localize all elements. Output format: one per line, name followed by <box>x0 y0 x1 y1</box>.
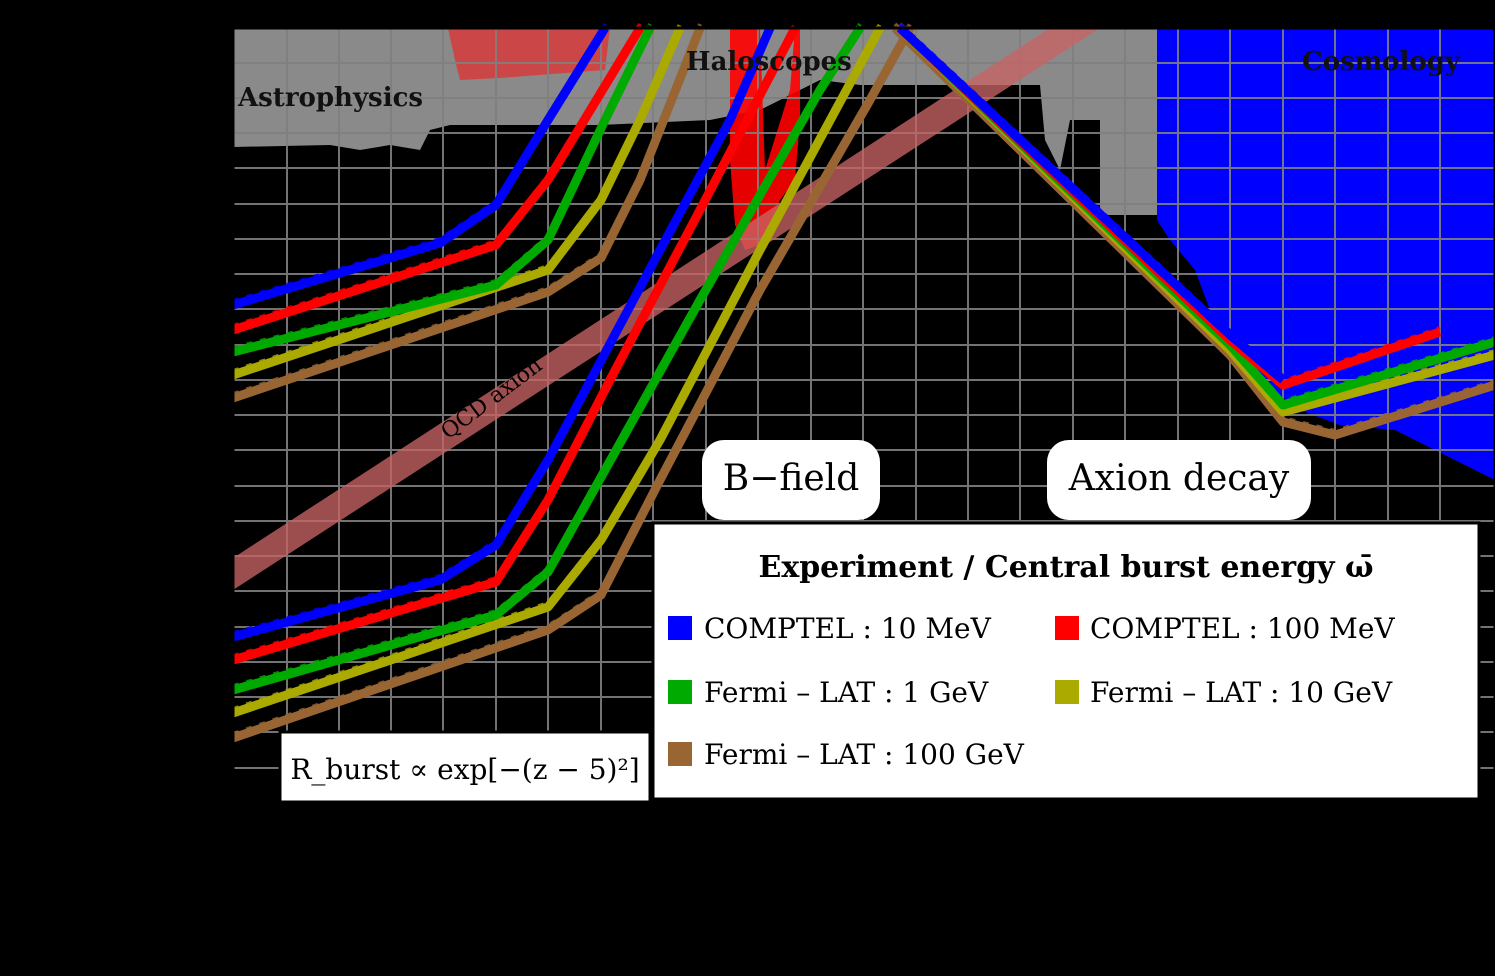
region-label-cosmology: Cosmology <box>1302 47 1461 77</box>
series-dashed-edge <box>232 23 772 635</box>
series-line-decay-branch <box>896 24 1286 384</box>
haloscopes-region <box>448 28 610 80</box>
legend-title: Experiment / Central burst energy ω̄ <box>758 550 1373 585</box>
series-dashed-edge <box>232 22 607 303</box>
svg-text:Axion decay: Axion decay <box>1068 458 1290 499</box>
legend-swatch-blue <box>668 616 692 640</box>
legend-entry: Fermi – LAT : 100 GeV <box>704 738 1025 771</box>
series-dashed-edge <box>232 23 797 658</box>
annotation-burst-rate: R_burst ∝ exp[−(z − 5)²] <box>278 730 652 806</box>
series-dashed-edge <box>232 23 702 396</box>
series-line-upper-branch <box>231 25 609 310</box>
legend-entry: Fermi – LAT : 10 GeV <box>1090 676 1393 709</box>
series-dashed-edge <box>232 23 652 350</box>
legend-entry: COMPTEL : 10 MeV <box>704 612 992 645</box>
series-dashed-edge <box>232 22 642 328</box>
series-line-upper-branch <box>231 26 655 357</box>
series-line-lower-branch <box>231 25 864 695</box>
legend-swatch-green <box>668 680 692 704</box>
svg-text:R_burst ∝ exp[−(z − 5)²]: R_burst ∝ exp[−(z − 5)²] <box>290 753 639 786</box>
annotation-axion-decay: Axion decay <box>1047 440 1311 520</box>
series-lines <box>231 22 1495 743</box>
legend-swatch-red <box>1055 616 1079 640</box>
svg-text:B−field: B−field <box>723 458 860 499</box>
series-dashed-edge <box>898 22 1285 378</box>
annotation-b-field: B−field <box>702 440 880 520</box>
legend-entry: COMPTEL : 100 MeV <box>1090 612 1395 645</box>
region-label-astrophysics: Astrophysics <box>237 83 423 113</box>
series-line-lower-branch <box>231 26 775 642</box>
legend-swatch-brown <box>668 742 692 766</box>
legend: Experiment / Central burst energy ω̄ COM… <box>651 521 1481 801</box>
plot-frame <box>231 26 1495 804</box>
series-line-upper-branch <box>231 26 685 380</box>
series-line-upper-branch <box>231 25 644 335</box>
legend-entry: Fermi – LAT : 1 GeV <box>704 676 989 709</box>
legend-swatch-yellow <box>1055 680 1079 704</box>
region-label-haloscopes: Haloscopes <box>686 47 852 77</box>
